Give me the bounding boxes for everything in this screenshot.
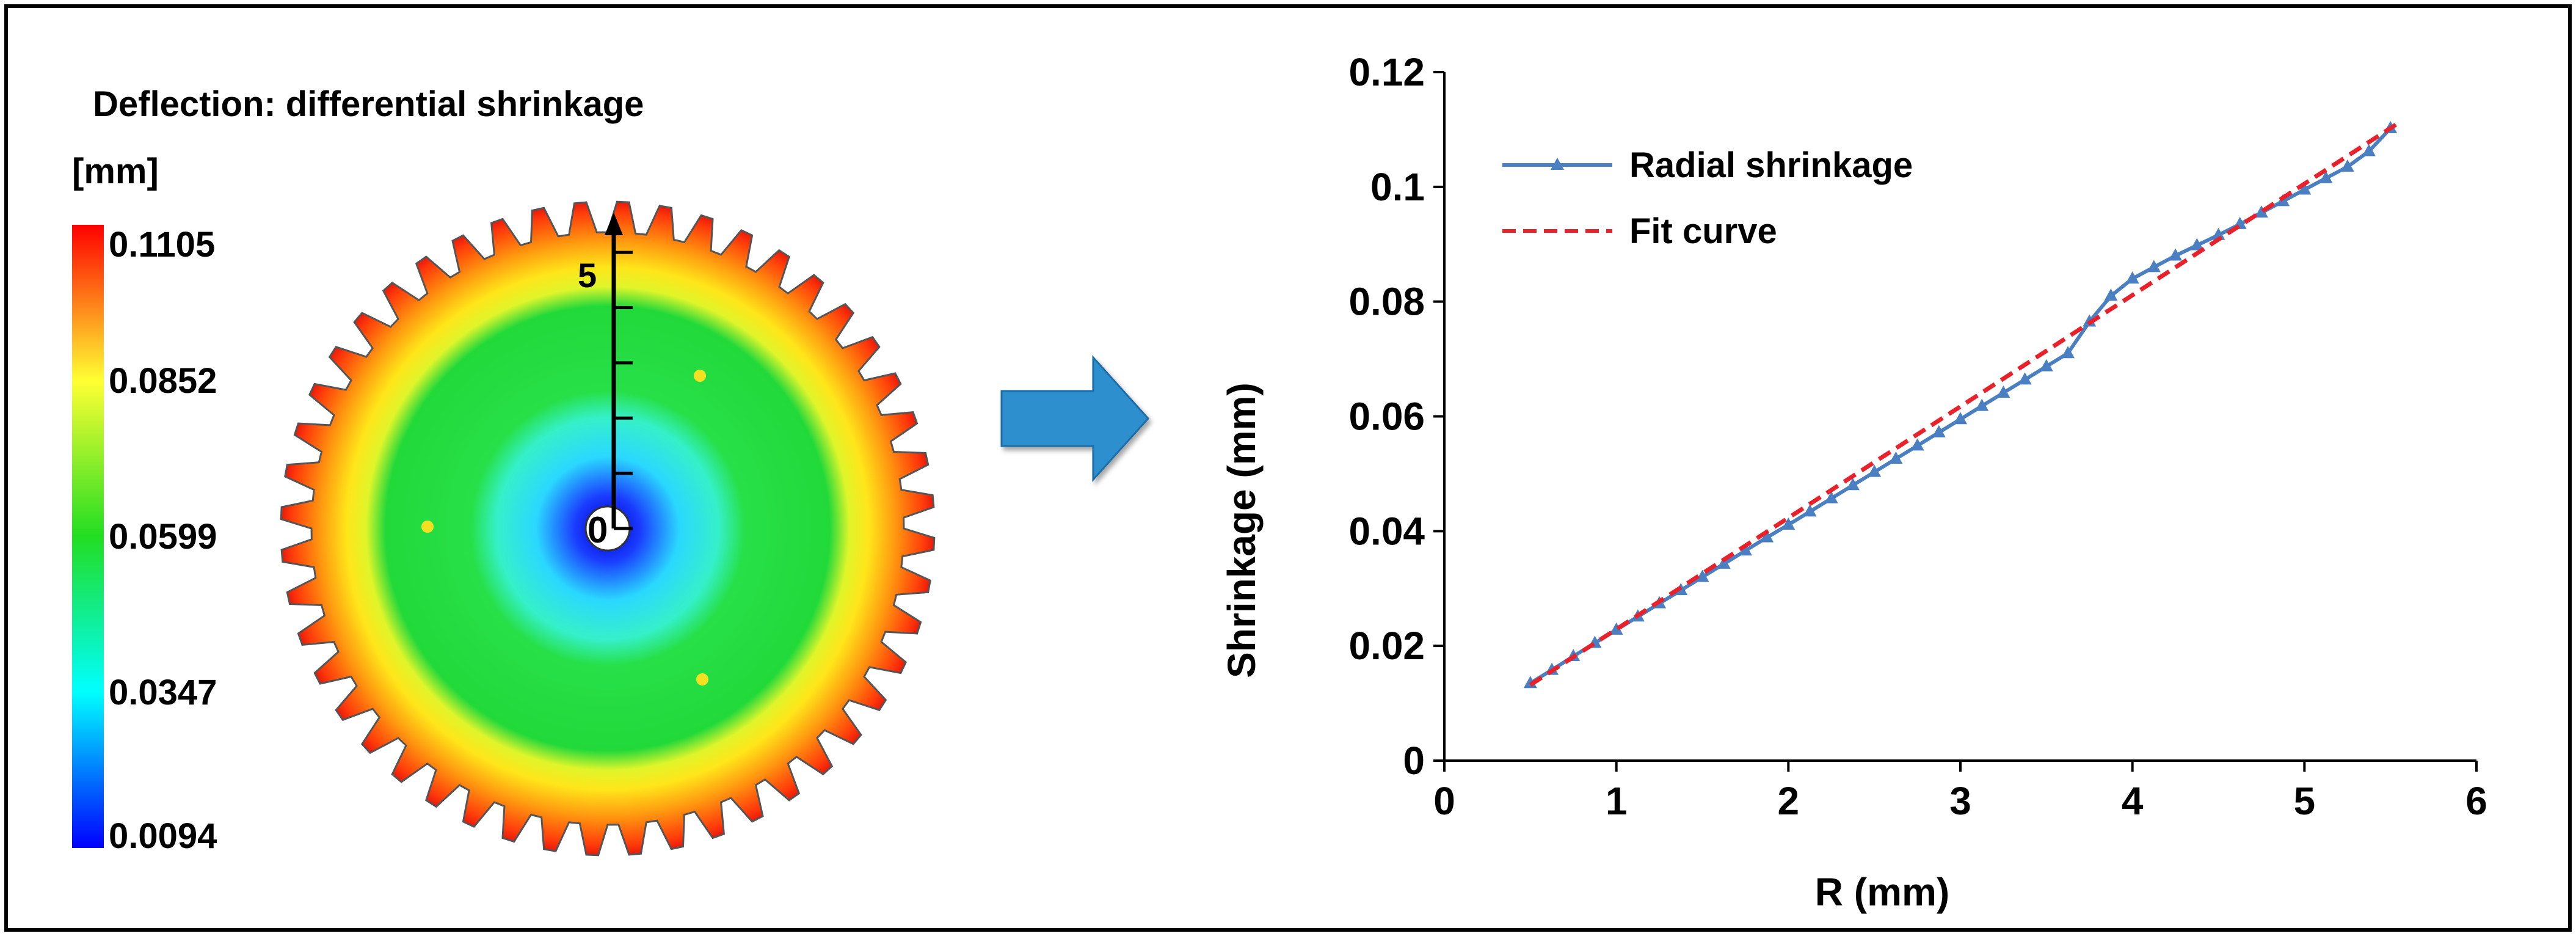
fit-curve-line	[1529, 120, 2401, 687]
sample-point	[694, 370, 706, 382]
radial-shrinkage-point	[1781, 517, 1796, 530]
radius-zero-label: 0	[588, 510, 608, 550]
radial-shrinkage-point	[1954, 412, 1967, 425]
radius-max-label: 5	[578, 256, 597, 294]
x-tick-label: 6	[2465, 779, 2487, 823]
radial-shrinkage-point	[1889, 451, 1903, 464]
radial-shrinkage-point	[2211, 227, 2225, 240]
sample-point	[421, 521, 434, 533]
shrinkage-chart: 0 0.02 0.04 0.06 0.08 0.1 0.12 0 1 2 3 4 5 6 Shrinka…	[1220, 50, 2487, 914]
radial-shrinkage-point	[1932, 425, 1946, 437]
radial-shrinkage-point	[1910, 438, 1924, 451]
radial-shrinkage-point	[1738, 543, 1752, 556]
radial-shrinkage-point	[1609, 622, 1623, 635]
radial-shrinkage-point	[2298, 182, 2312, 195]
y-tick-label: 0.08	[1348, 280, 1425, 324]
radial-shrinkage-point	[2190, 238, 2204, 250]
radial-shrinkage-point	[1996, 385, 2010, 398]
radial-shrinkage-point	[2018, 372, 2032, 385]
x-tick-label: 2	[1778, 779, 1800, 823]
x-tick-label: 5	[2294, 779, 2316, 823]
x-tick-label: 3	[1949, 779, 1971, 823]
radial-shrinkage-point	[1846, 478, 1860, 491]
color-scale-label: 0.0599	[109, 517, 217, 557]
x-axis-label: R (mm)	[1815, 870, 1949, 914]
radial-shrinkage-point	[2340, 159, 2354, 172]
x-axis-ticks: 0 1 2 3 4 5 6	[1433, 761, 2487, 823]
radial-shrinkage-point	[2362, 144, 2376, 156]
radial-shrinkage-point	[1975, 398, 1989, 411]
radial-shrinkage-point	[2061, 346, 2075, 359]
legend-radial-label: Radial shrinkage	[1629, 145, 1913, 185]
x-tick-label: 1	[1606, 779, 1628, 823]
radial-shrinkage-point	[1695, 569, 1709, 582]
unit-label: [mm]	[72, 152, 159, 191]
gear-contour-plot: 0 5	[280, 200, 936, 857]
legend: Radial shrinkage Fit curve	[1502, 145, 1913, 251]
radial-shrinkage-point	[1717, 556, 1731, 569]
color-scale-ticks: 0.1105 0.0852 0.0599 0.0347 0.0094	[109, 225, 217, 856]
color-scale-label: 0.0852	[109, 361, 217, 401]
y-tick-label: 0.04	[1348, 509, 1425, 553]
y-tick-label: 0.1	[1370, 165, 1425, 209]
series-layer	[1523, 120, 2401, 689]
radial-shrinkage-point	[1824, 491, 1838, 503]
radial-shrinkage-point	[2254, 205, 2268, 218]
x-tick-label: 0	[1433, 779, 1455, 823]
radial-shrinkage-point	[1803, 504, 1817, 517]
y-tick-label: 0.02	[1348, 624, 1425, 668]
y-axis-label: Shrinkage (mm)	[1220, 382, 1264, 678]
axis-arrowhead	[605, 213, 623, 235]
radius-scale-axis	[605, 213, 633, 530]
x-tick-label: 4	[2122, 779, 2144, 823]
sample-point	[696, 673, 708, 686]
radial-shrinkage-point	[1760, 530, 1774, 543]
color-scale-label: 0.0347	[109, 673, 217, 712]
radial-shrinkage-point	[2319, 170, 2333, 183]
y-tick-label: 0	[1403, 739, 1425, 783]
y-tick-label: 0.12	[1348, 50, 1425, 94]
color-scale-bar	[72, 225, 104, 848]
deflection-title: Deflection: differential shrinkage	[93, 84, 644, 124]
radial-shrinkage-point	[2169, 248, 2183, 261]
radial-shrinkage-point	[1868, 464, 1882, 477]
y-axis-ticks: 0 0.02 0.04 0.06 0.08 0.1 0.12	[1348, 50, 1444, 783]
color-scale-label: 0.1105	[109, 225, 215, 265]
y-tick-label: 0.06	[1348, 395, 1425, 439]
radial-shrinkage-point	[2039, 359, 2053, 371]
color-scale-label: 0.0094	[109, 816, 217, 856]
radial-shrinkage-point	[2147, 260, 2161, 272]
legend-radial-marker	[1551, 158, 1564, 170]
radial-shrinkage-point	[2104, 288, 2118, 301]
deflection-panel: Deflection: differential shrinkage [mm] …	[72, 84, 936, 857]
right-arrow-icon	[1000, 355, 1150, 482]
radial-shrinkage-point	[2125, 271, 2139, 284]
legend-fit-label: Fit curve	[1629, 211, 1777, 251]
